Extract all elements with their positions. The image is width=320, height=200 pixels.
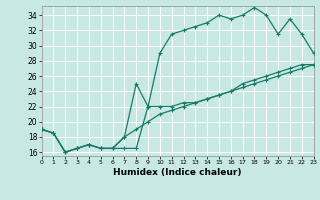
X-axis label: Humidex (Indice chaleur): Humidex (Indice chaleur) [113, 168, 242, 177]
